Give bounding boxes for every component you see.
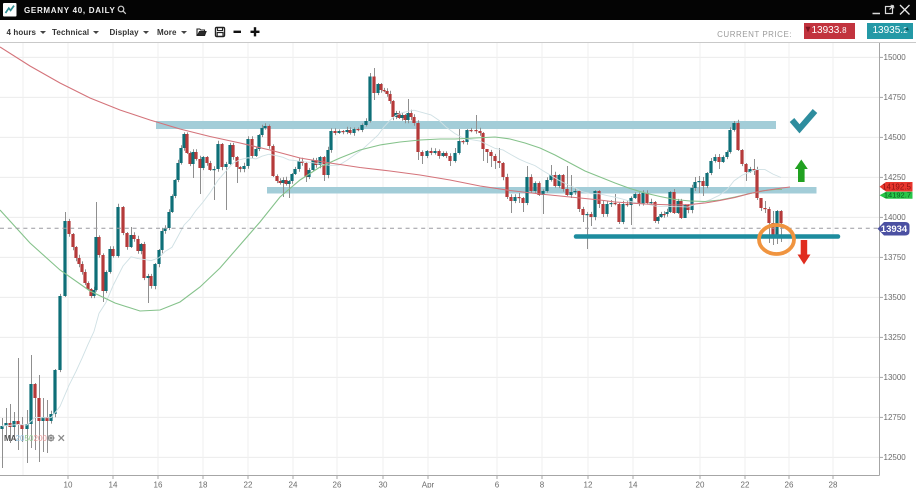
svg-text:14: 14 xyxy=(109,481,118,488)
svg-text:14750: 14750 xyxy=(884,93,907,102)
svg-text:16: 16 xyxy=(154,481,163,488)
svg-text:28: 28 xyxy=(829,481,838,488)
svg-text:20: 20 xyxy=(16,434,25,443)
svg-text:50: 50 xyxy=(25,434,34,443)
svg-text:13500: 13500 xyxy=(884,293,907,302)
svg-text:14500: 14500 xyxy=(884,133,907,142)
svg-text:13000: 13000 xyxy=(884,373,907,382)
svg-text:14192.5: 14192.5 xyxy=(882,183,911,192)
svg-text:14192.7: 14192.7 xyxy=(884,191,911,200)
svg-text:14000: 14000 xyxy=(884,213,907,222)
svg-text:Apr: Apr xyxy=(422,481,435,488)
svg-text:18: 18 xyxy=(199,481,208,488)
svg-text:30: 30 xyxy=(379,481,388,488)
svg-text:22: 22 xyxy=(244,481,253,488)
svg-text:12750: 12750 xyxy=(884,413,907,422)
svg-text:14250: 14250 xyxy=(884,173,907,182)
svg-text:13934: 13934 xyxy=(881,224,908,235)
svg-text:26: 26 xyxy=(785,481,794,488)
svg-text:13750: 13750 xyxy=(884,253,907,262)
svg-text:10: 10 xyxy=(64,481,73,488)
svg-text:MA: MA xyxy=(4,434,17,443)
svg-text:14: 14 xyxy=(629,481,638,488)
svg-text:24: 24 xyxy=(289,481,298,488)
svg-text:22: 22 xyxy=(741,481,750,488)
svg-text:15000: 15000 xyxy=(884,53,907,62)
svg-text:6: 6 xyxy=(495,481,500,488)
svg-text:20: 20 xyxy=(696,481,705,488)
svg-text:12500: 12500 xyxy=(884,453,907,462)
svg-text:8: 8 xyxy=(540,481,545,488)
svg-text:13250: 13250 xyxy=(884,333,907,342)
svg-text:26: 26 xyxy=(333,481,342,488)
svg-text:200: 200 xyxy=(34,434,48,443)
svg-text:12: 12 xyxy=(584,481,593,488)
